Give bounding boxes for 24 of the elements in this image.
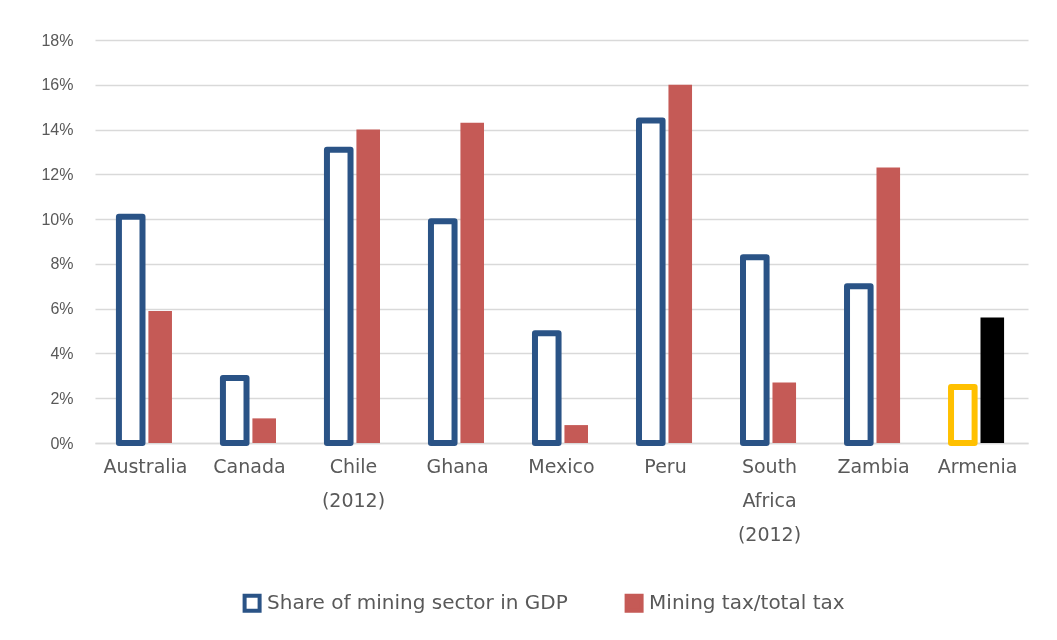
x-tick-label: Zambia [837, 454, 910, 477]
y-tick-label: 18% [41, 31, 74, 49]
y-tick-label: 16% [41, 76, 74, 94]
x-tick-label: Mexico [528, 454, 595, 477]
x-tick-label: Armenia [937, 454, 1018, 477]
y-tick-label: 2% [50, 389, 74, 407]
y-tick-label: 10% [41, 210, 74, 228]
y-tick-label: 4% [50, 344, 74, 362]
legend-label: Mining tax/total tax [649, 590, 845, 615]
y-tick-label: 8% [50, 255, 74, 273]
bar [772, 382, 797, 443]
y-tick-label: 14% [41, 121, 74, 139]
y-tick-label: 12% [41, 165, 74, 183]
legend-label: Share of mining sector in GDP [267, 590, 568, 615]
y-tick-label: 6% [50, 300, 74, 318]
y-tick-label: 0% [50, 434, 74, 452]
x-tick-label: South Africa (2012) [737, 454, 802, 545]
x-tick-label: Canada [213, 454, 286, 477]
x-tick-label: Australia [103, 454, 188, 477]
bar [564, 425, 589, 443]
x-tick-label: Peru [644, 454, 687, 477]
bar [980, 317, 1005, 443]
x-tick-label: Ghana [426, 454, 489, 477]
x-tick-label: Chile (2012) [321, 454, 386, 511]
